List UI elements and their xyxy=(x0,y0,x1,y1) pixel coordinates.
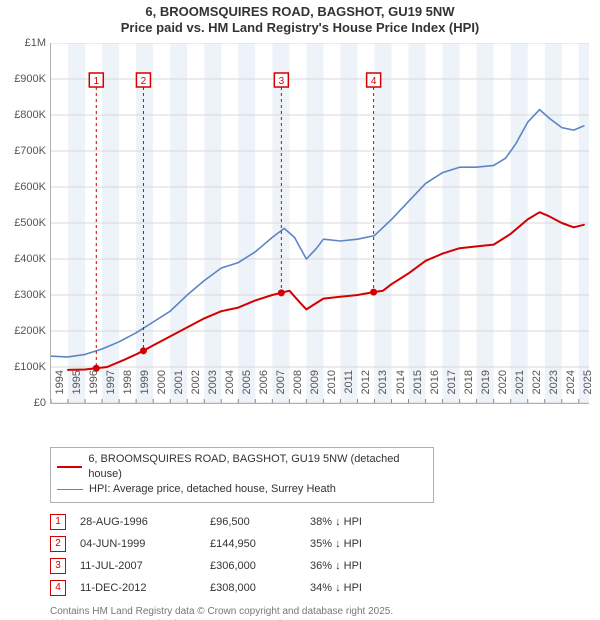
sale-row: 4 11-DEC-2012£308,00034% ↓ HPI xyxy=(50,577,600,599)
legend-swatch-hpi xyxy=(57,489,83,490)
sale-marker: 3 xyxy=(50,558,66,574)
x-tick-label: 2002 xyxy=(190,370,202,394)
sale-price: £144,950 xyxy=(210,538,310,550)
x-tick-label: 2000 xyxy=(156,370,168,394)
sale-date: 11-JUL-2007 xyxy=(80,560,210,572)
sale-marker: 1 xyxy=(50,514,66,530)
sale-price: £306,000 xyxy=(210,560,310,572)
x-tick-label: 2015 xyxy=(412,370,424,394)
svg-text:3: 3 xyxy=(279,76,285,87)
x-tick-label: 2024 xyxy=(565,370,577,394)
x-tick-label: 2005 xyxy=(241,370,253,394)
y-tick-label: £700K xyxy=(14,145,46,157)
y-tick-label: £0 xyxy=(34,397,46,409)
y-tick-label: £300K xyxy=(14,289,46,301)
legend-label-hpi: HPI: Average price, detached house, Surr… xyxy=(89,482,336,497)
x-tick-label: 1996 xyxy=(88,370,100,394)
x-tick-label: 2019 xyxy=(480,370,492,394)
sale-delta: 34% ↓ HPI xyxy=(310,582,362,594)
chart-title-block: 6, BROOMSQUIRES ROAD, BAGSHOT, GU19 5NW … xyxy=(0,0,600,37)
x-tick-label: 2004 xyxy=(224,370,236,394)
plot-svg: 1 2 3 4 xyxy=(51,43,589,403)
y-tick-label: £500K xyxy=(14,217,46,229)
y-tick-label: £800K xyxy=(14,109,46,121)
sale-delta: 36% ↓ HPI xyxy=(310,560,362,572)
legend: 6, BROOMSQUIRES ROAD, BAGSHOT, GU19 5NW … xyxy=(50,447,434,503)
x-tick-label: 2014 xyxy=(395,370,407,394)
sale-date: 28-AUG-1996 xyxy=(80,516,210,528)
sale-delta: 35% ↓ HPI xyxy=(310,538,362,550)
x-tick-label: 2018 xyxy=(463,370,475,394)
legend-label-property: 6, BROOMSQUIRES ROAD, BAGSHOT, GU19 5NW … xyxy=(88,452,427,483)
svg-text:4: 4 xyxy=(371,76,377,87)
sale-row: 2 04-JUN-1999£144,95035% ↓ HPI xyxy=(50,533,600,555)
sale-row: 3 11-JUL-2007£306,00036% ↓ HPI xyxy=(50,555,600,577)
chart-title-line1: 6, BROOMSQUIRES ROAD, BAGSHOT, GU19 5NW xyxy=(0,4,600,20)
chart-title-line2: Price paid vs. HM Land Registry's House … xyxy=(0,20,600,36)
legend-item-property: 6, BROOMSQUIRES ROAD, BAGSHOT, GU19 5NW … xyxy=(57,452,427,483)
sale-row: 1 28-AUG-1996£96,50038% ↓ HPI xyxy=(50,511,600,533)
x-tick-label: 2010 xyxy=(326,370,338,394)
footer: Contains HM Land Registry data © Crown c… xyxy=(50,605,600,620)
y-tick-label: £600K xyxy=(14,181,46,193)
x-tick-label: 2003 xyxy=(207,370,219,394)
y-tick-label: £1M xyxy=(25,37,46,49)
x-tick-label: 1999 xyxy=(139,370,151,394)
sale-date: 11-DEC-2012 xyxy=(80,582,210,594)
x-tick-label: 2011 xyxy=(343,370,355,394)
y-tick-label: £200K xyxy=(14,325,46,337)
x-tick-label: 2016 xyxy=(429,370,441,394)
sales-table: 1 28-AUG-1996£96,50038% ↓ HPI 2 04-JUN-1999… xyxy=(50,511,600,599)
x-tick-label: 2022 xyxy=(531,370,543,394)
x-tick-label: 2021 xyxy=(514,370,526,394)
x-tick-label: 1995 xyxy=(71,370,83,394)
sale-price: £308,000 xyxy=(210,582,310,594)
x-tick-label: 2012 xyxy=(360,370,372,394)
plot-area: 1 2 3 4 xyxy=(50,43,589,404)
x-tick-label: 2013 xyxy=(377,370,389,394)
x-tick-label: 2017 xyxy=(446,370,458,394)
x-tick-label: 2023 xyxy=(548,370,560,394)
x-tick-label: 2020 xyxy=(497,370,509,394)
legend-item-hpi: HPI: Average price, detached house, Surr… xyxy=(57,482,427,497)
y-tick-label: £900K xyxy=(14,73,46,85)
sale-price: £96,500 xyxy=(210,516,310,528)
x-tick-label: 2025 xyxy=(582,370,594,394)
x-tick-label: 2001 xyxy=(173,370,185,394)
x-tick-label: 2009 xyxy=(309,370,321,394)
x-tick-label: 2008 xyxy=(292,370,304,394)
y-tick-label: £400K xyxy=(14,253,46,265)
x-tick-label: 1998 xyxy=(122,370,134,394)
y-axis: £0£100K£200K£300K£400K£500K£600K£700K£80… xyxy=(0,43,48,403)
sale-marker: 4 xyxy=(50,580,66,596)
svg-text:2: 2 xyxy=(141,76,147,87)
legend-swatch-property xyxy=(57,466,82,468)
svg-text:1: 1 xyxy=(94,76,100,87)
sale-date: 04-JUN-1999 xyxy=(80,538,210,550)
chart: £0£100K£200K£300K£400K£500K£600K£700K£80… xyxy=(50,43,588,403)
footer-line1: Contains HM Land Registry data © Crown c… xyxy=(50,605,600,618)
sale-delta: 38% ↓ HPI xyxy=(310,516,362,528)
x-tick-label: 1994 xyxy=(54,370,66,394)
sale-marker: 2 xyxy=(50,536,66,552)
x-tick-label: 2007 xyxy=(275,370,287,394)
y-tick-label: £100K xyxy=(14,361,46,373)
x-tick-label: 2006 xyxy=(258,370,270,394)
x-tick-label: 1997 xyxy=(105,370,117,394)
